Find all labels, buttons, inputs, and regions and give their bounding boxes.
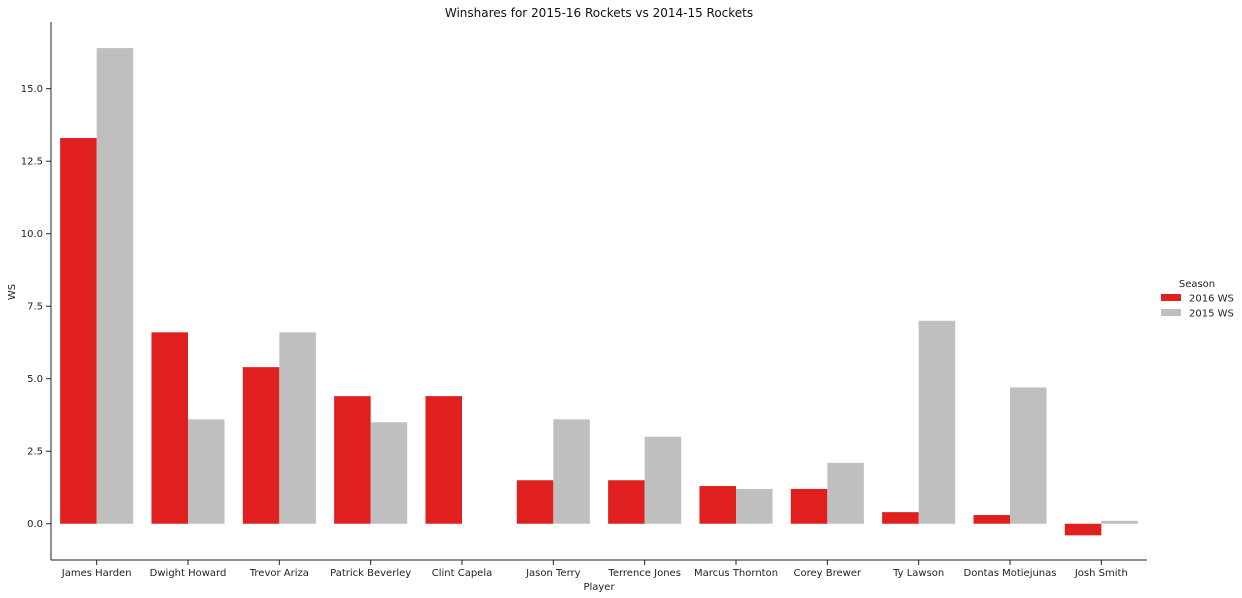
bar-2015-ws [1101, 520, 1138, 524]
x-tick-label: James Harden [61, 568, 132, 579]
legend-title: Season [1179, 279, 1215, 290]
legend-label: 2016 WS [1189, 294, 1234, 305]
x-tick-label: Patrick Beverley [330, 568, 411, 579]
bar-2016-ws [60, 138, 97, 524]
x-axis-title: Player [583, 582, 615, 593]
x-tick-label: Corey Brewer [794, 568, 862, 579]
bar-2016-ws [516, 480, 554, 524]
legend-swatch [1161, 309, 1181, 316]
bar-2016-ws [699, 486, 736, 524]
y-tick-label: 5.0 [27, 374, 43, 385]
bar-2015-ws [1010, 387, 1047, 524]
bar-2016-ws [608, 480, 645, 524]
bar-2016-ws [151, 332, 188, 524]
legend-swatch [1161, 294, 1181, 301]
x-tick-label: Marcus Thornton [694, 568, 778, 579]
bar-2016-ws [425, 396, 462, 524]
bar-2015-ws [644, 436, 682, 524]
x-tick-label: Trevor Ariza [249, 568, 309, 579]
plot-area [60, 48, 1138, 536]
y-tick-label: 12.5 [21, 157, 43, 168]
y-tick-label: 7.5 [27, 302, 43, 313]
x-tick-label: Clint Capela [432, 568, 493, 579]
bar-2015-ws [370, 422, 408, 524]
y-tick-label: 2.5 [27, 447, 43, 458]
y-tick-label: 10.0 [21, 229, 43, 240]
bar-2016-ws [1064, 523, 1102, 536]
x-tick-label: Josh Smith [1074, 568, 1128, 579]
x-ticks: James Harden Dwight Howard Trevor Ariza Pat… [61, 560, 1128, 579]
y-axis-title: WS [7, 284, 18, 300]
x-tick-label: Ty Lawson [892, 568, 944, 579]
bar-2015-ws [188, 419, 225, 524]
x-tick-label: Terrence Jones [607, 568, 680, 579]
y-ticks: 0.0 2.5 5.0 7.5 10.0 12.5 15.0 [21, 84, 51, 530]
x-tick-label: Dwight Howard [150, 568, 227, 579]
y-tick-label: 0.0 [27, 519, 43, 530]
bar-2015-ws [736, 488, 773, 524]
x-tick-label: Dontas Motiejunas [964, 568, 1057, 579]
bar-2015-ws [96, 48, 134, 524]
bar-2015-ws [279, 332, 316, 524]
bar-2016-ws [973, 515, 1010, 524]
bar-2015-ws [827, 462, 864, 524]
bar-2015-ws [553, 419, 590, 524]
bar-2016-ws [242, 367, 280, 524]
legend-label: 2015 WS [1189, 309, 1234, 320]
bar-2016-ws [790, 488, 828, 524]
legend: Season 2016 WS 2015 WS [1161, 279, 1234, 320]
chart-title: Winshares for 2015-16 Rockets vs 2014-15… [445, 6, 753, 20]
x-tick-label: Jason Terry [525, 568, 581, 579]
bar-2016-ws [334, 396, 371, 524]
y-tick-label: 15.0 [21, 84, 43, 95]
bar-2016-ws [882, 512, 919, 524]
bar-2015-ws [918, 320, 956, 524]
